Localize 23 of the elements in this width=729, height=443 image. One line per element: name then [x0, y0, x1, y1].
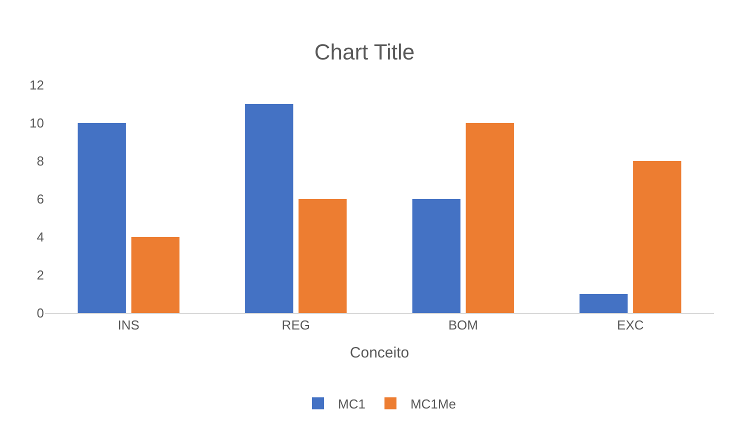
- bar: [633, 161, 682, 313]
- legend-label: MC1: [338, 396, 366, 412]
- y-tick-label: 8: [36, 154, 44, 169]
- y-tick-label: 10: [30, 116, 44, 131]
- legend-label: MC1Me: [410, 396, 456, 412]
- y-tick-label: 6: [36, 192, 44, 207]
- y-tick-label: 12: [30, 78, 44, 93]
- bar: [298, 199, 347, 313]
- bar: [580, 294, 628, 313]
- chart-title: Chart Title: [314, 40, 415, 65]
- x-tick-label: EXC: [617, 318, 644, 333]
- bar: [131, 237, 180, 313]
- bar: [245, 104, 294, 313]
- y-tick-label: 0: [36, 306, 44, 321]
- y-tick-label: 4: [36, 230, 44, 245]
- x-tick-label: BOM: [448, 318, 478, 333]
- bar: [78, 123, 126, 313]
- bar: [412, 199, 460, 313]
- x-tick-label: REG: [282, 318, 310, 333]
- bar: [466, 123, 514, 313]
- y-tick-label: 2: [36, 268, 44, 283]
- x-tick-label: INS: [118, 318, 140, 333]
- x-axis-title: Conceito: [350, 344, 410, 362]
